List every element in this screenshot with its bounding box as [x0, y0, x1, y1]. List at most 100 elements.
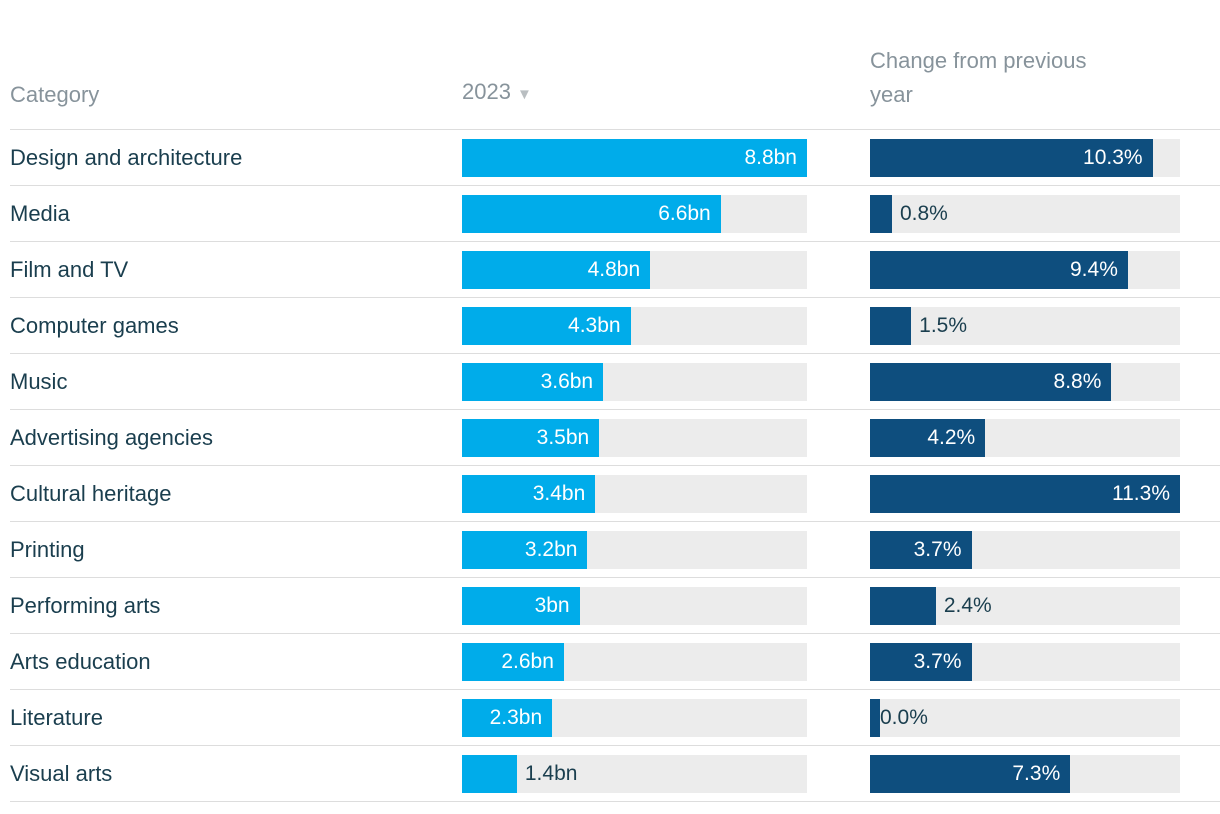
- bar-value-label: 3.6bn: [540, 369, 594, 393]
- category-label: Literature: [10, 704, 103, 730]
- change-bar-fill: 10.3%: [870, 138, 1153, 177]
- change-bar-cell: 0.8%: [870, 194, 1180, 233]
- year-bar-fill: 3.6bn: [462, 362, 604, 401]
- category-label: Printing: [10, 536, 85, 562]
- change-bar-track: 1.5%: [870, 306, 1180, 345]
- year-header-label: 2023: [462, 79, 511, 104]
- bar-value-label: 8.8%: [1053, 369, 1102, 393]
- bar-value-label: 3.5bn: [536, 425, 590, 449]
- year-bar-track: 3.5bn: [462, 418, 807, 457]
- category-header-label: Category: [10, 82, 100, 107]
- table-row: Film and TV 4.8bn 9.4%: [10, 242, 1220, 298]
- bar-value-label: 3bn: [534, 593, 570, 617]
- table-row: Printing 3.2bn 3.7%: [10, 522, 1220, 578]
- table-row: Music 3.6bn 8.8%: [10, 354, 1220, 410]
- bar-value-label: 6.6bn: [658, 201, 711, 225]
- bar-value-label: 4.3bn: [568, 313, 621, 337]
- change-bar-track: 2.4%: [870, 586, 1180, 625]
- table-row: Visual arts 1.4bn 7.3%: [10, 746, 1220, 802]
- year-bar-cell: 3bn: [462, 586, 807, 625]
- category-label: Visual arts: [10, 760, 113, 786]
- bar-value-label: 3.7%: [913, 537, 962, 561]
- change-bar-cell: 3.7%: [870, 642, 1180, 681]
- change-bar-cell: 0.0%: [870, 698, 1180, 737]
- year-bar-cell: 4.3bn: [462, 306, 807, 345]
- change-bar-track: 7.3%: [870, 754, 1180, 793]
- change-bar-track: 0.8%: [870, 194, 1180, 233]
- change-bar-track: 10.3%: [870, 138, 1180, 177]
- year-bar-fill: 4.8bn: [462, 250, 651, 289]
- change-bar-fill: [870, 194, 892, 233]
- table-row: Arts education 2.6bn 3.7%: [10, 634, 1220, 690]
- bar-value-label: 10.3%: [1083, 145, 1143, 169]
- year-bar-fill: 8.8bn: [462, 138, 807, 177]
- year-bar-cell: 2.6bn: [462, 642, 807, 681]
- year-bar-cell: 3.5bn: [462, 418, 807, 457]
- year-bar-track: 6.6bn: [462, 194, 807, 233]
- change-bar-cell: 4.2%: [870, 418, 1180, 457]
- change-bar-cell: 10.3%: [870, 138, 1180, 177]
- year-bar-track: 3bn: [462, 586, 807, 625]
- change-header-label: Change from previous year: [870, 48, 1087, 107]
- table-body: Design and architecture 8.8bn 10.3% Medi…: [0, 130, 1220, 802]
- year-bar-cell: 3.2bn: [462, 530, 807, 569]
- year-bar-track: 8.8bn: [462, 138, 807, 177]
- bar-value-label: 4.2%: [927, 425, 976, 449]
- change-bar-fill: [870, 586, 936, 625]
- year-bar-fill: 3.4bn: [462, 474, 596, 513]
- year-bar-track: 1.4bn: [462, 754, 807, 793]
- change-bar-fill: 7.3%: [870, 754, 1071, 793]
- table-row: Design and architecture 8.8bn 10.3%: [10, 130, 1220, 186]
- column-header-2023[interactable]: 2023 ▼: [462, 75, 807, 112]
- category-label: Media: [10, 200, 70, 226]
- table-row: Computer games 4.3bn 1.5%: [10, 298, 1220, 354]
- table-row: Performing arts 3bn 2.4%: [10, 578, 1220, 634]
- year-bar-track: 3.6bn: [462, 362, 807, 401]
- change-bar-cell: 7.3%: [870, 754, 1180, 793]
- year-bar-track: 4.3bn: [462, 306, 807, 345]
- column-header-change[interactable]: Change from previous year: [870, 44, 1180, 112]
- category-label: Film and TV: [10, 256, 129, 282]
- year-bar-track: 4.8bn: [462, 250, 807, 289]
- change-bar-fill: 11.3%: [870, 474, 1180, 513]
- year-bar-fill: 6.6bn: [462, 194, 721, 233]
- year-bar-cell: 3.6bn: [462, 362, 807, 401]
- year-bar-cell: 2.3bn: [462, 698, 807, 737]
- column-header-category[interactable]: Category: [10, 78, 462, 112]
- bar-value-label: 7.3%: [1012, 761, 1061, 785]
- change-bar-track: 0.0%: [870, 698, 1180, 737]
- year-bar-track: 3.2bn: [462, 530, 807, 569]
- change-bar-track: 8.8%: [870, 362, 1180, 401]
- year-bar-fill: 2.3bn: [462, 698, 553, 737]
- bar-value-label: 0.8%: [899, 201, 948, 225]
- change-bar-fill: 3.7%: [870, 530, 972, 569]
- bar-value-label: 2.6bn: [501, 649, 554, 673]
- change-bar-fill: 8.8%: [870, 362, 1112, 401]
- change-bar-track: 3.7%: [870, 642, 1180, 681]
- category-label: Arts education: [10, 648, 151, 674]
- table-row: Cultural heritage 3.4bn 11.3%: [10, 466, 1220, 522]
- year-bar-fill: [462, 754, 517, 793]
- change-bar-cell: 2.4%: [870, 586, 1180, 625]
- year-bar-cell: 1.4bn: [462, 754, 807, 793]
- bar-value-label: 1.4bn: [524, 761, 578, 785]
- change-bar-cell: 1.5%: [870, 306, 1180, 345]
- year-bar-track: 3.4bn: [462, 474, 807, 513]
- bar-value-label: 0.0%: [880, 705, 928, 729]
- year-bar-fill: 2.6bn: [462, 642, 564, 681]
- change-bar-cell: 3.7%: [870, 530, 1180, 569]
- change-bar-track: 11.3%: [870, 474, 1180, 513]
- bar-value-label: 1.5%: [919, 313, 968, 337]
- bar-value-label: 11.3%: [1112, 481, 1170, 505]
- year-bar-cell: 4.8bn: [462, 250, 807, 289]
- table-row: Literature 2.3bn 0.0%: [10, 690, 1220, 746]
- change-bar-cell: 11.3%: [870, 474, 1180, 513]
- change-bar-cell: 8.8%: [870, 362, 1180, 401]
- bar-value-label: 3.4bn: [532, 481, 586, 505]
- category-label: Design and architecture: [10, 144, 243, 170]
- year-bar-fill: 3.2bn: [462, 530, 588, 569]
- year-bar-fill: 3bn: [462, 586, 580, 625]
- year-bar-cell: 3.4bn: [462, 474, 807, 513]
- change-bar-track: 3.7%: [870, 530, 1180, 569]
